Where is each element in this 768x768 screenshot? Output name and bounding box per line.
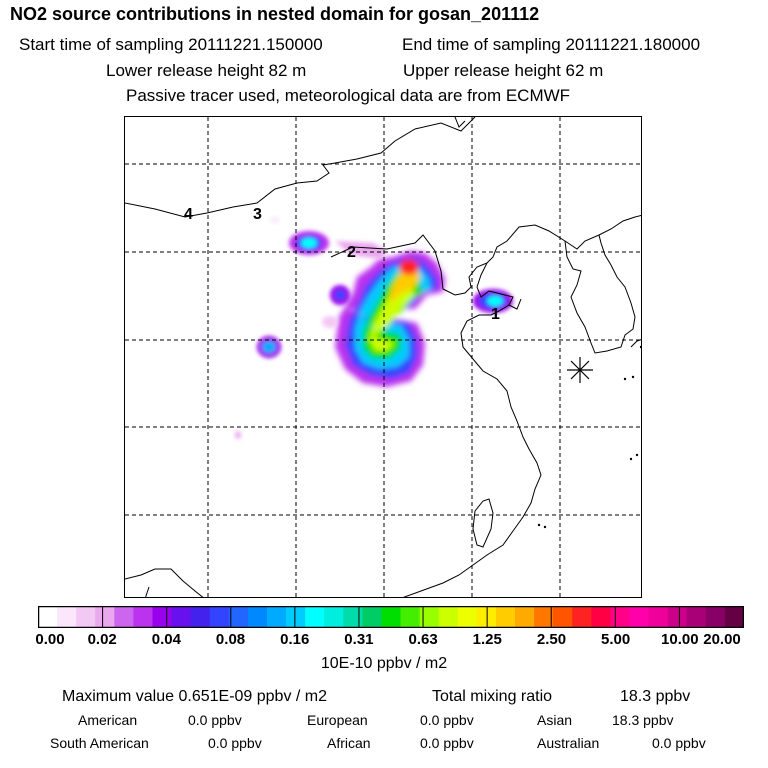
colorbar-swatch xyxy=(228,606,249,628)
region-name-south-american: South American xyxy=(50,735,149,751)
region-value-european: 0.0 ppbv xyxy=(420,712,474,728)
colorbar-swatch xyxy=(95,606,115,628)
colorbar-swatch xyxy=(209,606,230,628)
source-label-4: 4 xyxy=(184,206,193,223)
plume-yellow xyxy=(389,267,421,305)
colorbar-tick-label: 2.50 xyxy=(536,631,567,648)
border-fragment xyxy=(454,117,466,128)
colorbar-unit-label: 10E-10 ppbv / m2 xyxy=(320,655,448,672)
colorbar-swatch xyxy=(38,606,58,628)
colorbar-swatch xyxy=(438,606,459,628)
colorbar-swatch xyxy=(457,606,478,628)
region-name-asian: Asian xyxy=(537,712,573,728)
colorbar-swatch xyxy=(324,606,344,628)
total-mixing-value: 18.3 ppbv xyxy=(620,688,691,705)
lat-lon-grid xyxy=(125,117,641,597)
source-label-1: 1 xyxy=(491,306,500,323)
border-fragment-2 xyxy=(145,586,150,597)
korean-peninsula xyxy=(564,234,636,354)
concentration-field xyxy=(235,217,513,439)
plume-peak xyxy=(399,259,419,275)
colorbar-swatch xyxy=(286,606,306,628)
colorbar-swatch xyxy=(152,606,173,628)
colorbar xyxy=(38,606,744,628)
colorbar-swatch xyxy=(266,606,287,628)
region-value-african: 0.0 ppbv xyxy=(420,735,474,751)
colorbar-tick-label: 0.04 xyxy=(151,631,181,648)
colorbar-swatch xyxy=(686,606,707,628)
colorbar-swatch xyxy=(572,606,592,628)
colorbar-tick-label: 0.63 xyxy=(408,631,438,648)
colorbar-tick-label: 0.16 xyxy=(280,631,310,648)
map-canvas: 1 2 3 4 xyxy=(125,117,641,597)
colorbar-tick-label: 1.25 xyxy=(472,631,502,648)
region-name-european: European xyxy=(307,712,368,728)
colorbar-swatch xyxy=(343,606,363,628)
colorbar-frame xyxy=(38,606,744,628)
source-label-3: 3 xyxy=(253,206,262,223)
upper-release-label: Upper release height 62 m xyxy=(403,61,604,80)
southwest-border xyxy=(125,568,204,597)
colorbar-swatch xyxy=(515,606,535,628)
region-value-south-american: 0.0 ppbv xyxy=(208,735,262,751)
northern-border xyxy=(125,117,476,218)
colorbar-swatch xyxy=(133,606,153,628)
colorbar-tick-label: 10.00 xyxy=(661,631,699,648)
region-value-australian: 0.0 ppbv xyxy=(652,735,706,751)
source-label-2: 2 xyxy=(347,244,356,261)
start-time-label: Start time of sampling 20111221.150000 xyxy=(19,35,323,54)
colorbar-swatch xyxy=(667,606,688,628)
colorbar-swatch xyxy=(534,606,554,628)
region-name-american: American xyxy=(78,712,138,728)
tracer-label: Passive tracer used, meteorological data… xyxy=(126,86,571,105)
region-value-american: 0.0 ppbv xyxy=(188,712,242,728)
bohai-coast xyxy=(330,214,641,296)
colorbar-swatch xyxy=(610,606,631,628)
colorbar-swatch xyxy=(114,606,134,628)
coastlines xyxy=(125,117,641,597)
total-mixing-label: Total mixing ratio xyxy=(432,688,553,705)
lower-release-label: Lower release height 82 m xyxy=(106,61,307,80)
colorbar-tick-label: 5.00 xyxy=(601,631,631,648)
china-coast xyxy=(403,262,542,597)
map-panel: 1 2 3 4 xyxy=(124,116,642,598)
colorbar-swatch xyxy=(724,606,744,628)
taiwan xyxy=(472,498,494,548)
colorbar-swatch xyxy=(400,606,421,628)
colorbar-swatch xyxy=(247,606,268,628)
colorbar-swatch xyxy=(76,606,96,628)
colorbar-swatch xyxy=(171,606,192,628)
region-name-australian: Australian xyxy=(537,735,600,751)
colorbar-tick-label: 0.02 xyxy=(87,631,117,648)
colorbar-tick-label: 0.31 xyxy=(344,631,374,648)
map-title: NO2 source contributions in nested domai… xyxy=(10,4,540,24)
colorbar-tick-label: 20.00 xyxy=(703,631,741,648)
small-islands xyxy=(537,345,641,529)
colorbar-tick-label: 0.00 xyxy=(35,631,65,648)
colorbar-swatch xyxy=(591,606,611,628)
colorbar-tick-label: 0.08 xyxy=(215,631,246,648)
end-time-label: End time of sampling 20111221.180000 xyxy=(402,35,701,54)
colorbar-swatch xyxy=(553,606,573,628)
plume-yellow-green xyxy=(369,281,415,351)
region-name-african: African xyxy=(327,735,371,751)
colorbar-swatch xyxy=(190,606,211,628)
colorbar-swatch xyxy=(57,606,77,628)
asterisk-icon xyxy=(567,357,593,383)
colorbar-swatch xyxy=(362,606,382,628)
shandong-tip xyxy=(508,298,522,310)
colorbar-swatch xyxy=(629,606,650,628)
japan-fragment xyxy=(630,339,641,348)
colorbar-swatch xyxy=(419,606,440,628)
max-value-label: Maximum value 0.651E-09 ppbv / m2 xyxy=(62,688,328,705)
colorbar-swatch xyxy=(305,606,325,628)
colorbar-swatch xyxy=(648,606,669,628)
region-value-asian: 18.3 ppbv xyxy=(612,712,674,728)
colorbar-swatch xyxy=(381,606,402,628)
colorbar-swatch xyxy=(495,606,516,628)
colorbar-swatch xyxy=(705,606,726,628)
